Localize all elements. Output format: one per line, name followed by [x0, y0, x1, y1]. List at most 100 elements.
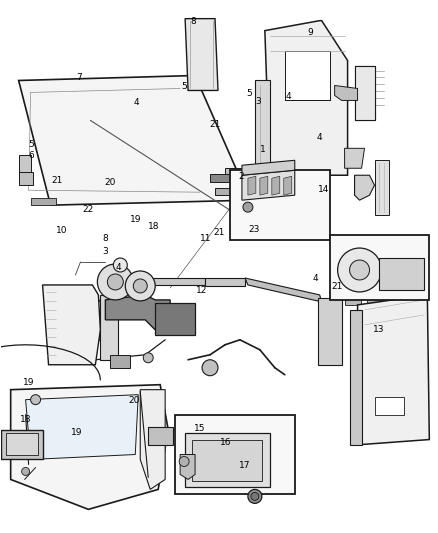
Text: 11: 11 — [200, 235, 212, 244]
Polygon shape — [374, 160, 389, 215]
Circle shape — [133, 279, 147, 293]
Text: 4: 4 — [116, 263, 121, 272]
Polygon shape — [225, 168, 270, 178]
Polygon shape — [284, 176, 292, 195]
Polygon shape — [345, 148, 364, 168]
Polygon shape — [272, 176, 280, 195]
Text: 21: 21 — [213, 228, 225, 237]
Text: 23: 23 — [248, 225, 260, 234]
Text: 4: 4 — [286, 92, 292, 101]
Circle shape — [338, 248, 381, 292]
Text: 4: 4 — [312, 273, 318, 282]
Bar — [148, 426, 173, 445]
Text: 9: 9 — [308, 28, 314, 37]
Text: 20: 20 — [128, 396, 140, 405]
Polygon shape — [205, 278, 245, 286]
Polygon shape — [19, 155, 31, 172]
Text: 2: 2 — [238, 172, 244, 181]
Circle shape — [21, 467, 30, 475]
Text: 5: 5 — [247, 88, 252, 98]
Text: 19: 19 — [130, 215, 142, 224]
Circle shape — [143, 353, 153, 363]
Text: 19: 19 — [71, 428, 83, 437]
Polygon shape — [25, 394, 138, 459]
Circle shape — [350, 260, 370, 280]
Bar — [6, 433, 38, 455]
Bar — [285, 51, 330, 100]
Polygon shape — [245, 278, 321, 302]
Text: 21: 21 — [331, 282, 343, 291]
Text: 1: 1 — [260, 145, 265, 154]
Polygon shape — [215, 188, 260, 195]
Polygon shape — [19, 172, 32, 185]
Circle shape — [243, 202, 253, 212]
Polygon shape — [31, 198, 56, 205]
Polygon shape — [335, 85, 357, 100]
Polygon shape — [270, 170, 295, 175]
Polygon shape — [11, 385, 168, 510]
Text: 18: 18 — [148, 222, 159, 231]
Circle shape — [179, 456, 189, 466]
Polygon shape — [389, 295, 404, 305]
Polygon shape — [410, 295, 426, 305]
Circle shape — [251, 492, 259, 500]
Circle shape — [248, 489, 262, 503]
Bar — [155, 303, 195, 335]
Text: 5: 5 — [181, 82, 187, 91]
Text: 8: 8 — [102, 235, 108, 244]
Polygon shape — [379, 258, 424, 290]
Text: 8: 8 — [190, 18, 196, 27]
Text: 15: 15 — [194, 424, 205, 433]
Polygon shape — [345, 295, 360, 305]
Text: 4: 4 — [317, 133, 322, 142]
Circle shape — [202, 360, 218, 376]
Polygon shape — [367, 295, 382, 305]
Polygon shape — [110, 355, 130, 368]
Polygon shape — [255, 80, 270, 170]
Circle shape — [125, 271, 155, 301]
Text: 21: 21 — [209, 119, 220, 128]
Bar — [330, 235, 429, 300]
Polygon shape — [242, 170, 295, 200]
Text: 18: 18 — [20, 415, 32, 424]
Text: 13: 13 — [373, 325, 384, 334]
Polygon shape — [355, 175, 374, 200]
Circle shape — [31, 394, 41, 405]
Bar — [374, 397, 404, 415]
Circle shape — [97, 264, 133, 300]
Polygon shape — [138, 278, 205, 285]
Circle shape — [113, 258, 127, 272]
Polygon shape — [350, 310, 361, 445]
Text: 17: 17 — [240, 461, 251, 470]
Text: 12: 12 — [196, 286, 207, 295]
Polygon shape — [248, 176, 256, 195]
Bar — [192, 440, 262, 481]
Polygon shape — [355, 66, 374, 120]
Polygon shape — [140, 390, 165, 489]
Bar — [175, 415, 295, 495]
Polygon shape — [180, 455, 195, 480]
Polygon shape — [242, 160, 295, 175]
Polygon shape — [318, 298, 342, 365]
Text: 10: 10 — [56, 226, 67, 235]
Polygon shape — [42, 285, 100, 365]
Text: 16: 16 — [220, 439, 231, 448]
Text: 19: 19 — [23, 378, 35, 387]
Polygon shape — [357, 295, 429, 445]
Text: 14: 14 — [318, 185, 329, 194]
Circle shape — [107, 274, 124, 290]
Polygon shape — [185, 19, 218, 91]
Polygon shape — [305, 170, 330, 175]
Polygon shape — [210, 174, 255, 182]
Text: 3: 3 — [102, 247, 108, 256]
Text: 4: 4 — [133, 98, 139, 107]
Text: 5: 5 — [28, 140, 34, 149]
Text: 7: 7 — [76, 73, 82, 82]
Bar — [355, 66, 374, 120]
Polygon shape — [108, 280, 135, 288]
Bar — [230, 170, 330, 240]
Polygon shape — [265, 21, 348, 175]
Polygon shape — [19, 76, 250, 205]
Polygon shape — [100, 295, 118, 360]
Text: 20: 20 — [104, 178, 116, 187]
